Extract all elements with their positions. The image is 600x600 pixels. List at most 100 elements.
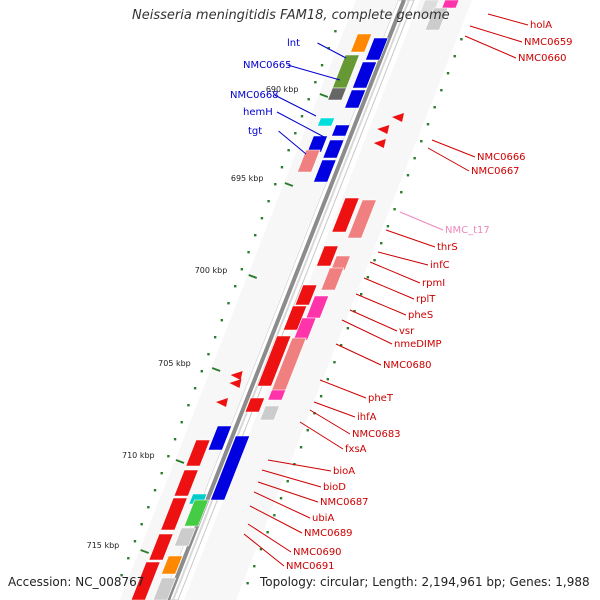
feature-layer [130, 0, 460, 600]
right-label: NMC0683 [352, 429, 401, 440]
feature-rpmi [330, 255, 351, 271]
right-leader [377, 251, 429, 266]
gc-dot-right [406, 174, 410, 177]
gc-dot-right [319, 395, 323, 398]
right-leader [369, 261, 421, 284]
scale-ticks: 690 kbp 695 kbp 700 kbp 705 kbp 710 kbp 715 k… [87, 85, 329, 554]
gc-dot-right [259, 548, 263, 551]
gc-dot-left [280, 166, 284, 169]
right-leader [309, 409, 351, 435]
feature-nmc0665b [327, 87, 347, 101]
gc-dot-left [180, 421, 183, 424]
right-label: NMC0691 [286, 561, 335, 572]
right-label: rpmI [422, 278, 445, 289]
gc-dot-left [247, 251, 250, 254]
arrow-head-4 [229, 379, 242, 388]
gc-dot-left [167, 455, 170, 458]
left-label: tgt [248, 126, 262, 137]
feature-nmc0689-b [160, 497, 188, 531]
right-label: ihfA [357, 412, 377, 423]
tick-mark [211, 367, 221, 372]
gc-dot-right [306, 429, 309, 432]
gc-dot-left [140, 523, 143, 526]
tick-label: 710 kbp [122, 451, 155, 460]
tick-mark [248, 274, 258, 279]
tick-mark [175, 459, 185, 464]
right-label: fxsA [345, 444, 367, 455]
right-leader [349, 309, 398, 332]
gc-dot-left [307, 98, 310, 101]
feature-tgt-b [296, 149, 321, 173]
right-label: ubiA [312, 513, 334, 524]
left-label: NMC0665 [243, 60, 292, 71]
left-label: hemH [243, 107, 273, 118]
tick-label: 690 kbp [266, 85, 299, 94]
feature-plus-c [344, 89, 367, 109]
feature-ihfa [244, 397, 266, 413]
right-leader [319, 379, 367, 399]
gc-dot-left [260, 217, 264, 220]
gc-dot-left [233, 285, 237, 288]
left-leader [287, 64, 341, 81]
right-leader [243, 533, 285, 567]
feature-hemh [331, 124, 351, 137]
feature-nmedimp-b [292, 317, 317, 341]
gc-dot-left [220, 319, 224, 322]
arrow-head-2 [373, 139, 386, 148]
gc-dot-left [153, 489, 157, 492]
left-label: NMC0668 [230, 90, 279, 101]
feature-infc [316, 245, 339, 267]
feature-lnt [350, 33, 373, 53]
feature-nmc0690-b [148, 533, 174, 561]
feature-nmc0683 [259, 405, 280, 421]
gc-dot-left [267, 200, 270, 203]
feature-nmc0660 [424, 7, 449, 31]
right-label: rplT [416, 294, 436, 305]
gc-dot-right [373, 259, 376, 262]
arrow-head-3 [230, 371, 243, 380]
gc-dot-left [160, 472, 163, 475]
feature-nmc0689 [183, 499, 209, 527]
gc-dot-right [426, 123, 430, 126]
gc-dot-right [386, 225, 390, 228]
feature-phes [294, 284, 318, 306]
right-label: vsr [399, 326, 415, 337]
topology-text: Topology: circular; Length: 2,194,961 bp… [260, 575, 590, 589]
left-leader [317, 42, 347, 59]
feature-phet [267, 389, 287, 401]
right-leader [385, 229, 436, 248]
gc-dot-right [380, 242, 383, 245]
feature-thrs [331, 197, 360, 233]
gc-dot-right [433, 106, 436, 109]
feature-vsr [305, 295, 330, 319]
feature-nmc0691 [160, 555, 183, 575]
gc-dot-left [300, 115, 304, 118]
feature-plus-b [351, 61, 378, 89]
arrow-head-0 [392, 113, 405, 122]
right-label: holA [530, 20, 552, 31]
right-label: infC [430, 260, 450, 271]
feature-nmc0687 [173, 469, 199, 497]
tick-mark [319, 93, 329, 98]
right-label: NMC0666 [477, 152, 526, 163]
tick-mark [140, 549, 149, 554]
left-labels: lnt NMC0665 NMC0668 hemH tgt [230, 38, 347, 155]
right-label: nmeDIMP [394, 339, 442, 350]
gc-dot-left [294, 132, 297, 135]
right-leader [469, 25, 523, 43]
right-leader [247, 523, 292, 553]
gc-dot-left [274, 183, 277, 186]
right-leader [267, 459, 332, 472]
tick-label: 705 kbp [158, 359, 191, 368]
right-leader [363, 277, 415, 300]
right-leader [253, 491, 311, 519]
gc-dot-left [254, 234, 257, 237]
right-label: pheT [368, 393, 394, 404]
gc-dot-left [327, 47, 330, 50]
gc-dot-left [207, 353, 210, 356]
feature-tgt [322, 139, 345, 159]
gc-dot-right [420, 140, 423, 143]
right-label: bioA [333, 466, 355, 477]
gc-dot-left [320, 64, 324, 67]
